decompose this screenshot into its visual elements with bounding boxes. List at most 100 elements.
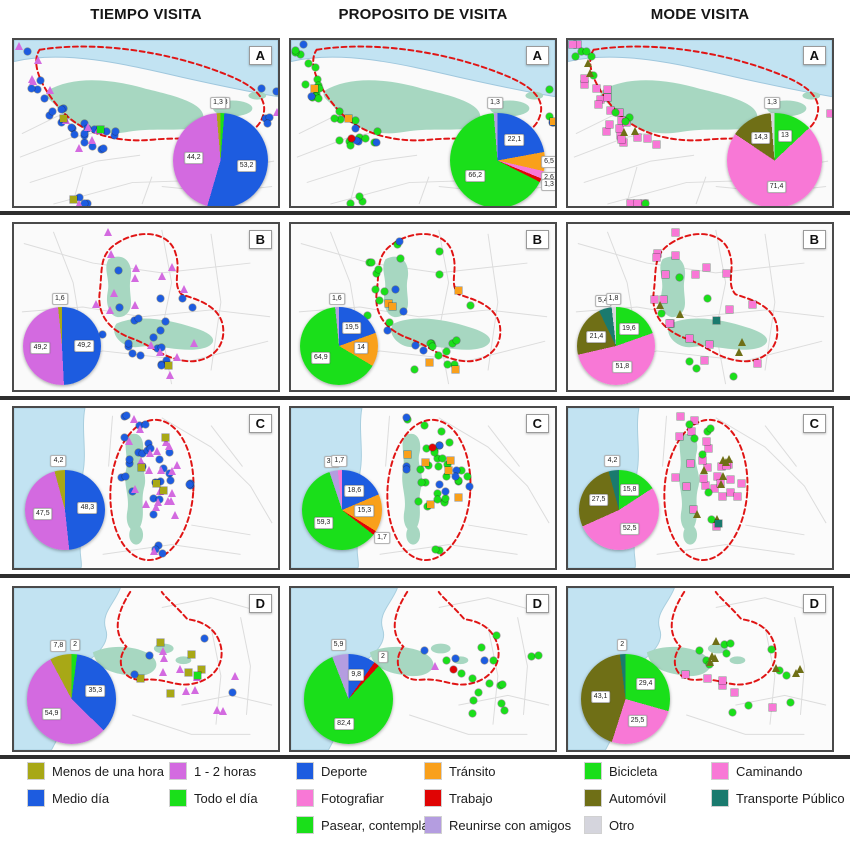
marker-square-pink	[702, 437, 710, 445]
marker-circle-green	[336, 116, 344, 124]
marker-circle-blue	[166, 449, 174, 457]
marker-circle-blue	[134, 448, 142, 456]
marker-triangle-carOlive	[712, 515, 721, 524]
marker-triangle-orchid	[28, 77, 37, 86]
marker-circle-green	[291, 47, 299, 55]
row-separator	[0, 211, 850, 215]
marker-circle-green	[497, 700, 505, 708]
marker-circle-blue	[435, 441, 443, 449]
marker-circle-blue	[128, 349, 136, 357]
marker-square-pink	[686, 334, 694, 342]
marker-circle-blue	[118, 474, 126, 482]
marker-circle-green	[657, 310, 665, 318]
panel-letter-badge: A	[802, 46, 826, 65]
marker-circle-green	[416, 465, 424, 473]
marker-circle-green	[728, 708, 736, 716]
marker-circle-green	[641, 199, 649, 206]
marker-square-pink	[717, 462, 725, 470]
marker-circle-green	[588, 52, 596, 60]
marker-square-pink	[615, 109, 623, 117]
legend-label: Pasear, contemplar	[321, 817, 434, 833]
pie-slice-label: 48,3	[77, 502, 98, 515]
legend-label: Reunirse con amigos	[449, 817, 572, 833]
pie-slice-label: 1,6	[328, 292, 345, 305]
pie-slice-label: 15,8	[619, 483, 640, 496]
marker-circle-green	[386, 319, 394, 327]
marker-circle-green	[704, 295, 712, 303]
legend-label: Transporte Público	[736, 790, 845, 806]
marker-square-pink	[672, 228, 680, 236]
pie-slice-label: 35,3	[85, 684, 106, 697]
marker-triangle-carOlive	[692, 509, 701, 518]
pie-slice-label: 66,2	[465, 169, 486, 182]
marker-square-pink	[769, 704, 777, 712]
marker-circle-blue	[23, 47, 31, 55]
marker-square-pink	[672, 251, 680, 259]
marker-square-green	[96, 125, 104, 133]
marker-circle-blue	[262, 115, 270, 123]
marker-square-pink	[719, 677, 727, 685]
marker-circle-green	[685, 420, 693, 428]
marker-circle-blue	[167, 476, 175, 484]
marker-square-pink	[662, 271, 670, 279]
marker-circle-green	[435, 463, 443, 471]
marker-circle-green	[730, 372, 738, 380]
marker-circle-green	[463, 473, 471, 481]
marker-circle-green	[315, 84, 323, 92]
marker-triangle-carOlive	[721, 458, 730, 467]
marker-circle-green	[470, 697, 478, 705]
marker-circle-blue	[157, 362, 165, 369]
column-title-tiempo: TIEMPO VISITA	[90, 6, 202, 23]
legend-label: Medio día	[52, 790, 110, 806]
marker-circle-green	[583, 48, 591, 55]
marker-circle-green	[436, 248, 444, 256]
marker-circle-green	[704, 427, 712, 435]
legend-swatch	[585, 817, 601, 833]
marker-circle-green	[578, 47, 586, 55]
legend-label: Todo el día	[194, 790, 258, 806]
marker-square-pink	[568, 40, 576, 48]
pie-slice-label: 51,8	[612, 361, 633, 374]
marker-triangle-orchid	[189, 338, 198, 347]
pie-slice-label: 1,3	[210, 96, 226, 109]
map-panel-tiempo-D: 2 35,3 54,9 7,8 D	[12, 586, 280, 752]
marker-circle-green	[452, 336, 460, 344]
marker-circle-blue	[137, 351, 145, 359]
marker-circle-green	[444, 460, 452, 468]
marker-circle-green	[572, 53, 580, 61]
marker-square-pink	[606, 107, 614, 115]
panel-letter-badge: C	[525, 414, 549, 433]
marker-triangle-orchid	[154, 498, 163, 507]
map-panel-tiempo-A: 1,353,244,21,3A	[12, 38, 280, 208]
marker-circle-green	[362, 134, 370, 142]
marker-circle-blue	[90, 125, 98, 133]
marker-square-orange	[385, 299, 393, 307]
marker-circle-green	[457, 669, 465, 677]
legend-item: 1 - 2 horas	[170, 762, 256, 780]
marker-circle-blue	[352, 124, 360, 132]
marker-circle-blue	[81, 199, 89, 206]
pie-slice-label: 82,4	[334, 717, 354, 730]
marker-circle-blue	[131, 317, 139, 325]
marker-triangle-orchid	[191, 686, 200, 695]
marker-circle-green	[786, 699, 794, 707]
marker-circle-green	[611, 108, 619, 116]
pie-slice-label: 47,5	[32, 507, 53, 520]
marker-circle-blue	[442, 487, 450, 495]
marker-circle-blue	[136, 421, 144, 429]
marker-triangle-orchid	[152, 446, 161, 455]
marker-circle-green	[356, 192, 364, 200]
marker-triangle-orchid	[46, 86, 55, 95]
marker-circle-green	[707, 515, 715, 523]
pie-slice-label: 19,6	[619, 322, 639, 335]
legend-item: Deporte	[297, 762, 367, 780]
marker-triangle-orchid	[130, 485, 139, 494]
pie-slice-label: 2	[377, 650, 388, 663]
marker-triangle-orchid	[166, 371, 175, 380]
legend-label: Fotografiar	[321, 790, 384, 806]
marker-triangle-orchid	[272, 108, 278, 117]
marker-square-pink	[725, 305, 733, 313]
marker-triangle-orchid	[144, 466, 153, 475]
marker-triangle-orchid	[157, 271, 166, 280]
marker-circle-green	[534, 651, 542, 659]
